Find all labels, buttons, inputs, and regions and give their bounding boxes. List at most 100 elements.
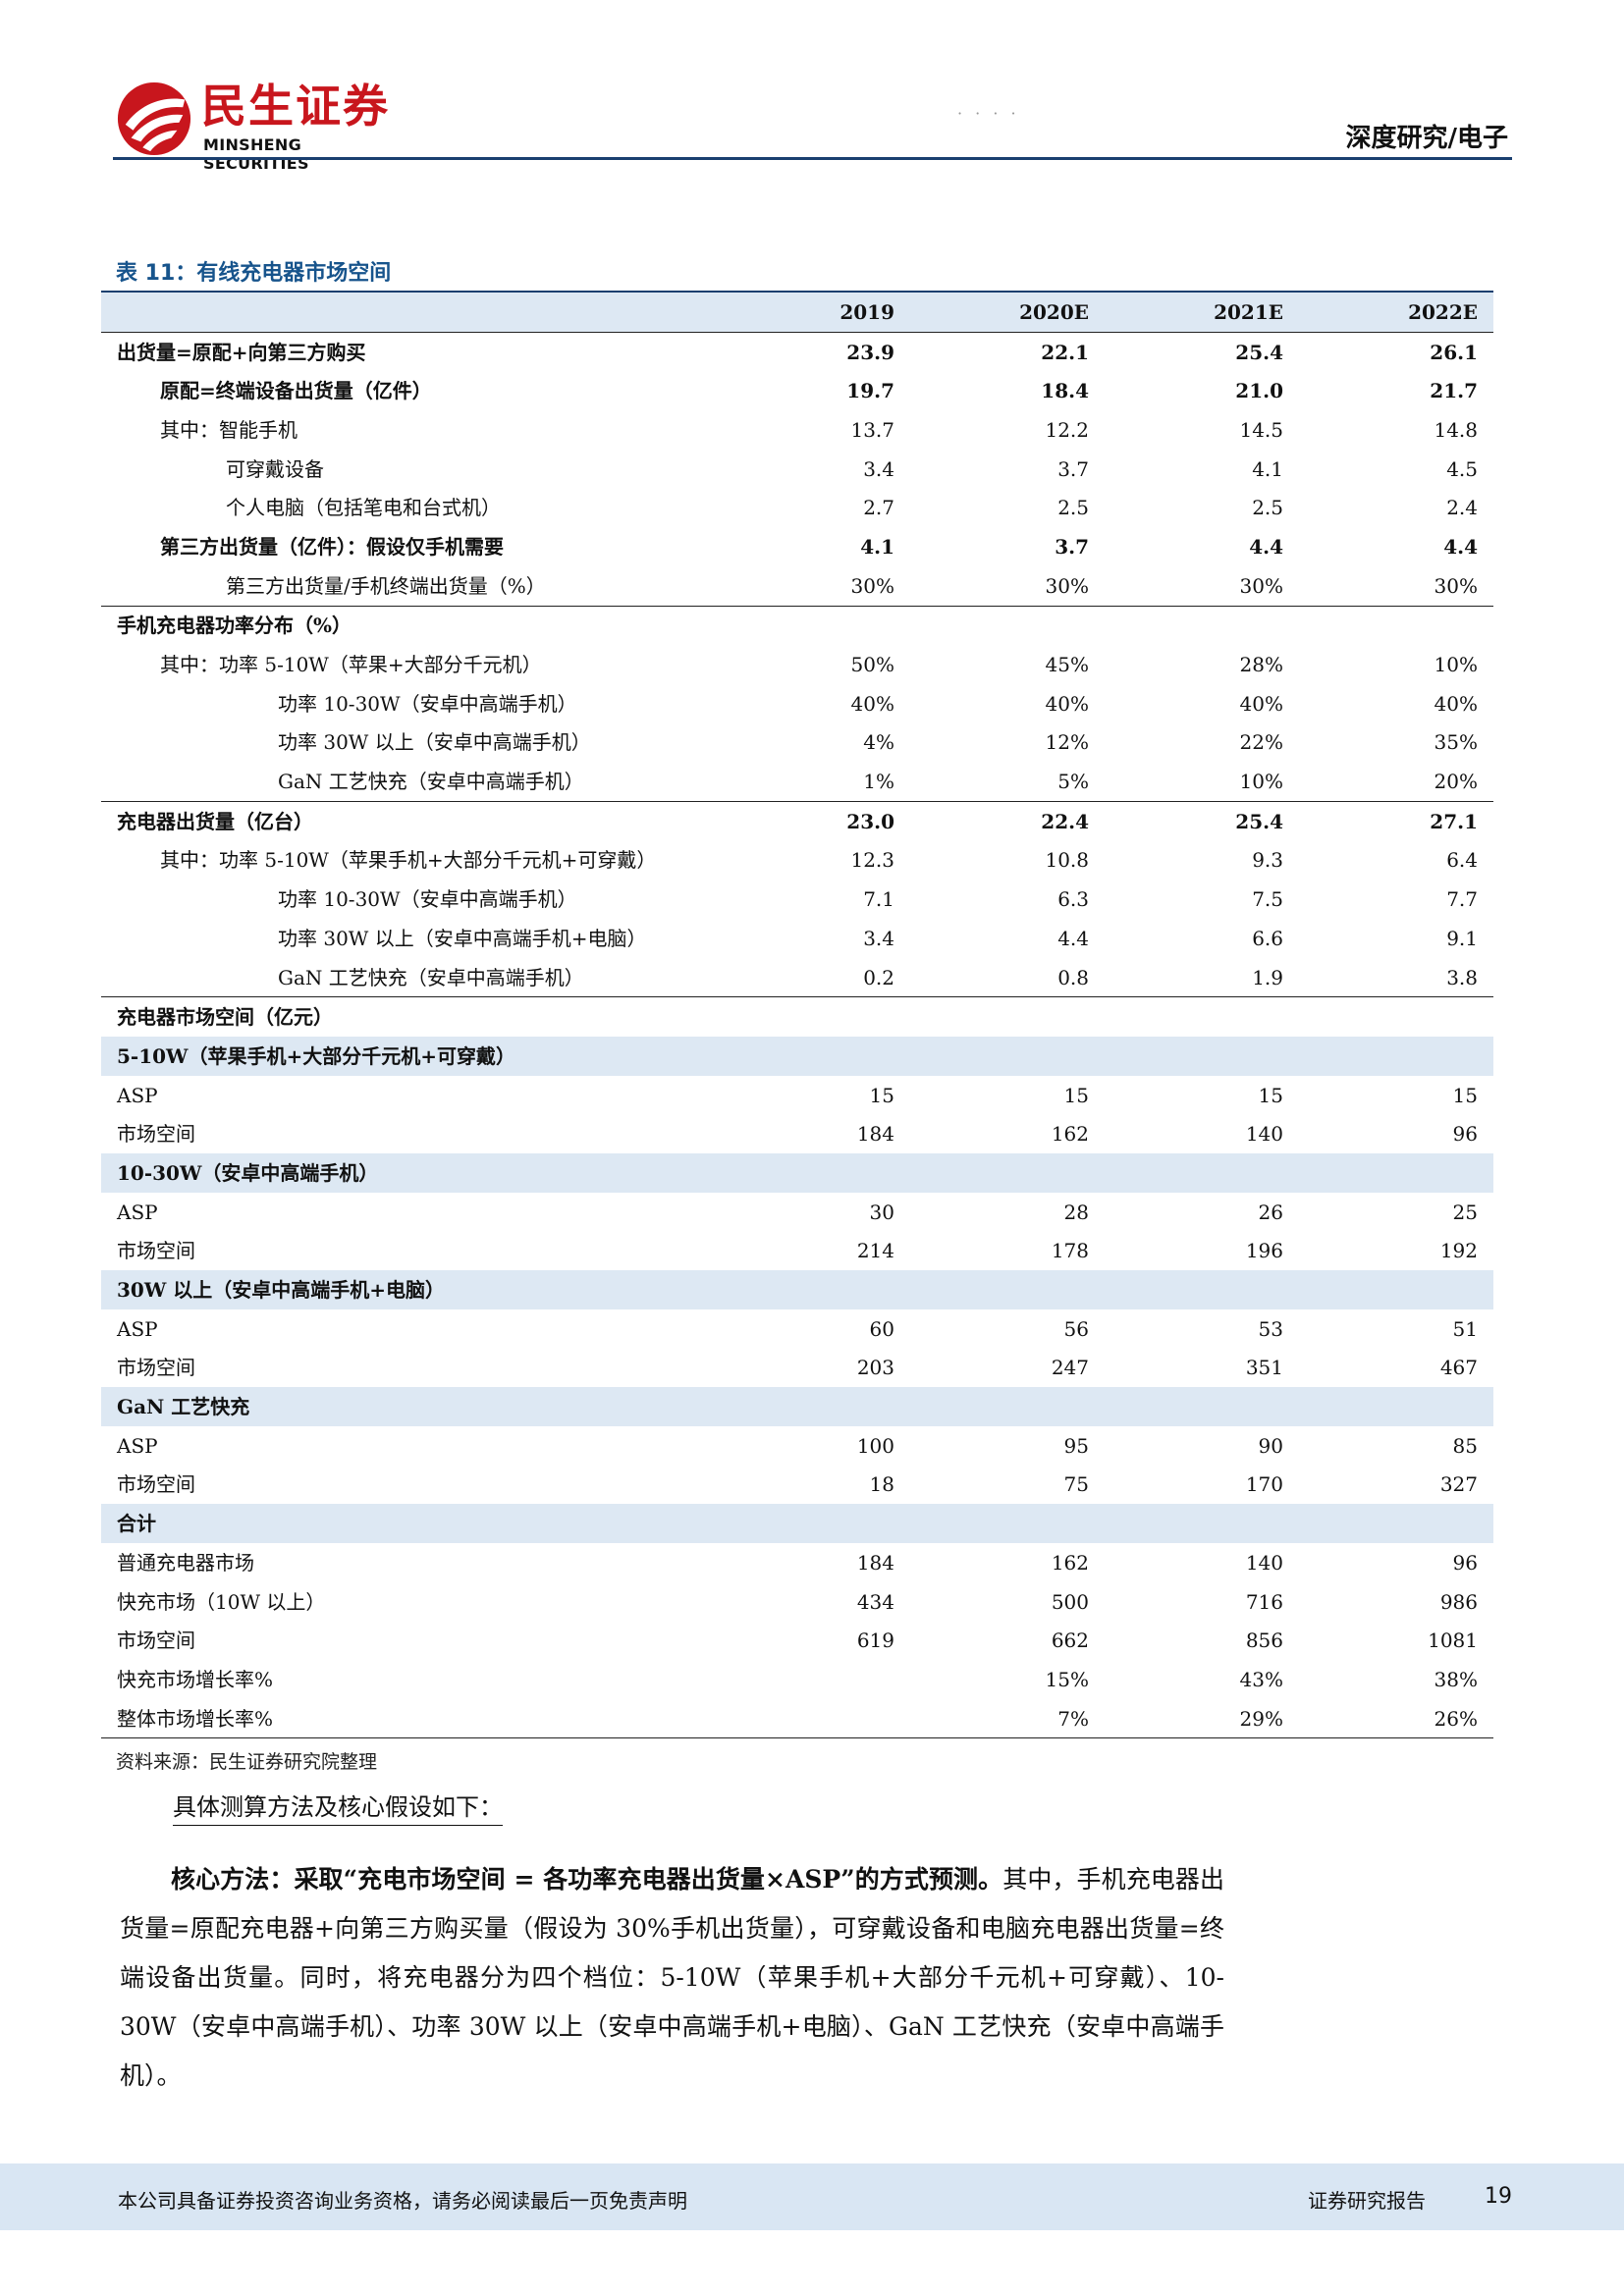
row-value: 18: [869, 1472, 894, 1497]
row-value: 351: [1245, 1356, 1283, 1380]
row-value: 4.4: [1249, 534, 1283, 559]
row-value: 51: [1452, 1316, 1478, 1341]
table-row: 第三方出货量/手机终端出货量（%） 30% 30% 30% 30%: [101, 565, 1493, 607]
row-label: 整体市场增长率%: [101, 1698, 716, 1739]
row-value: 162: [1051, 1550, 1089, 1575]
row-label: 30W 以上（安卓中高端手机+电脑）: [101, 1270, 716, 1309]
header-divider: [113, 157, 1512, 160]
row-value: 3.7: [1057, 456, 1089, 481]
row-value: 434: [856, 1589, 894, 1614]
row-value: 25: [1452, 1200, 1478, 1224]
minsheng-logo-icon: [117, 81, 191, 156]
row-value: 29%: [1105, 1698, 1299, 1739]
table-row: 充电器出货量（亿台） 23.0 22.4 25.4 27.1: [101, 801, 1493, 840]
row-value: [716, 1387, 910, 1426]
row-label: ASP: [117, 1200, 158, 1224]
row-label: 10-30W（安卓中高端手机）: [101, 1153, 716, 1193]
row-value: 12%: [1045, 730, 1089, 755]
row-value: 4.4: [1443, 534, 1478, 559]
row-value: 4.4: [1057, 926, 1089, 950]
row-label: 充电器市场空间（亿元）: [117, 1005, 333, 1030]
row-value: [910, 1270, 1105, 1309]
row-value: 85: [1452, 1433, 1478, 1458]
row-value: 30%: [910, 565, 1105, 607]
table-row: 原配=终端设备出货量（亿件） 19.7 18.4 21.0 21.7: [101, 371, 1493, 410]
row-label: 出货量=原配+向第三方购买: [117, 340, 366, 364]
row-value: [1299, 1153, 1493, 1193]
row-label: GaN 工艺快充（安卓中高端手机）: [101, 957, 716, 998]
row-value: 2.7: [863, 496, 894, 520]
row-value: 178: [1051, 1239, 1089, 1263]
row-value: 13.7: [850, 417, 894, 442]
report-section: 深度研究/电子: [1345, 124, 1509, 153]
row-value: 3.8: [1299, 957, 1493, 998]
row-value: 56: [1063, 1316, 1089, 1341]
row-value: 467: [1439, 1356, 1478, 1380]
row-label: 快充市场增长率%: [117, 1667, 274, 1691]
table-row: ASP 100 95 90 85: [101, 1426, 1493, 1466]
row-value: 1081: [1428, 1629, 1478, 1653]
table-row: GaN 工艺快充: [101, 1387, 1493, 1426]
row-value: 22%: [1239, 730, 1283, 755]
row-label: 充电器出货量（亿台）: [117, 809, 313, 833]
row-value: 1.9: [1105, 957, 1299, 998]
row-value: 9.3: [1252, 848, 1283, 873]
logo-chinese-name: 民生证券: [201, 80, 390, 133]
row-value: 25.4: [1235, 809, 1283, 833]
row-value: 500: [1051, 1589, 1089, 1614]
row-value: [910, 1504, 1105, 1543]
row-value: 3.4: [863, 456, 894, 481]
row-value: 75: [1063, 1472, 1089, 1497]
row-value: 38%: [1434, 1667, 1478, 1691]
row-label: 合计: [101, 1504, 716, 1543]
row-value: 22.4: [1041, 809, 1089, 833]
row-label: ASP: [117, 1433, 158, 1458]
row-value: 30%: [716, 565, 910, 607]
table-row: 可穿戴设备 3.4 3.7 4.1 4.5: [101, 450, 1493, 489]
row-label: ASP: [117, 1316, 158, 1341]
row-label: 市场空间: [117, 1629, 195, 1653]
row-label: 快充市场（10W 以上）: [117, 1589, 326, 1614]
row-value: [910, 997, 1105, 1037]
column-header: 2021E: [1105, 290, 1299, 333]
row-value: 9.1: [1446, 926, 1478, 950]
column-header: 2022E: [1299, 290, 1493, 333]
row-value: 15: [869, 1083, 894, 1107]
table-title: 表 11：有线充电器市场空间: [116, 261, 392, 286]
row-label: 第三方出货量/手机终端出货量（%）: [101, 565, 716, 607]
row-value: 4.1: [1252, 456, 1283, 481]
row-value: 23.9: [846, 340, 894, 364]
row-value: [1105, 1153, 1299, 1193]
row-value: 6.3: [1057, 887, 1089, 912]
row-value: [1105, 1270, 1299, 1309]
row-label: 5-10W（苹果手机+大部分千元机+可穿戴）: [101, 1037, 716, 1076]
row-value: 20%: [1299, 762, 1493, 802]
row-value: 4.1: [860, 534, 894, 559]
row-label: 可穿戴设备: [226, 456, 324, 481]
row-label: 第三方出货量（亿件）：假设仅手机需要: [160, 534, 504, 559]
row-value: 247: [1051, 1356, 1089, 1380]
row-value: [1299, 1270, 1493, 1309]
row-value: [1299, 1504, 1493, 1543]
table-row: 30W 以上（安卓中高端手机+电脑）: [101, 1270, 1493, 1309]
column-header: [101, 290, 716, 333]
row-value: [910, 606, 1105, 645]
row-value: [910, 1153, 1105, 1193]
row-label: 原配=终端设备出货量（亿件）: [160, 379, 432, 403]
row-value: 3.4: [863, 926, 894, 950]
row-value: 7.5: [1252, 887, 1283, 912]
page-header: 民生证券 MINSHENG SECURITIES · · · · 深度研究/电子: [113, 69, 1512, 173]
row-value: 28: [1063, 1200, 1089, 1224]
row-value: 192: [1439, 1239, 1478, 1263]
row-value: 40%: [1434, 691, 1478, 716]
row-value: [716, 1504, 910, 1543]
table-header-row: 2019 2020E 2021E 2022E: [101, 290, 1493, 333]
row-value: 327: [1439, 1472, 1478, 1497]
table-source: 资料来源：民生证券研究院整理: [116, 1751, 378, 1773]
row-label: 市场空间: [117, 1356, 195, 1380]
table-row: 普通充电器市场 184 162 140 96: [101, 1543, 1493, 1582]
table-body: 出货量=原配+向第三方购买 23.9 22.1 25.4 26.1 原配=终端设备出货量（…: [101, 332, 1493, 1739]
table-row: ASP 60 56 53 51: [101, 1309, 1493, 1349]
row-label: 个人电脑（包括笔电和台式机）: [226, 496, 501, 520]
row-value: 203: [856, 1356, 894, 1380]
